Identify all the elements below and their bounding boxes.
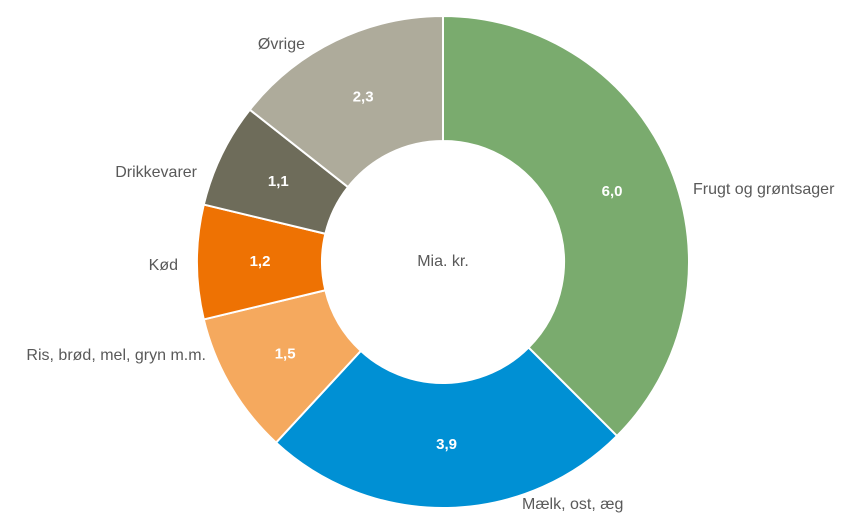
value-label: 1,1 <box>268 173 289 190</box>
value-label: 1,2 <box>250 253 271 270</box>
value-label: 6,0 <box>602 183 623 200</box>
donut-slice <box>248 14 444 189</box>
value-label: 2,3 <box>353 88 374 105</box>
value-label: 1,5 <box>275 346 296 363</box>
donut-slice <box>274 346 619 509</box>
category-label: Ris, brød, mel, gryn m.m. <box>26 347 206 364</box>
value-label: 3,9 <box>436 436 457 453</box>
donut-slice <box>442 14 690 438</box>
category-label: Mælk, ost, æg <box>522 496 623 513</box>
center-label: Mia. kr. <box>417 253 469 270</box>
category-label: Øvrige <box>258 36 305 53</box>
category-label: Kød <box>149 257 178 274</box>
category-label: Frugt og grøntsager <box>693 181 835 198</box>
category-label: Drikkevarer <box>115 164 197 181</box>
